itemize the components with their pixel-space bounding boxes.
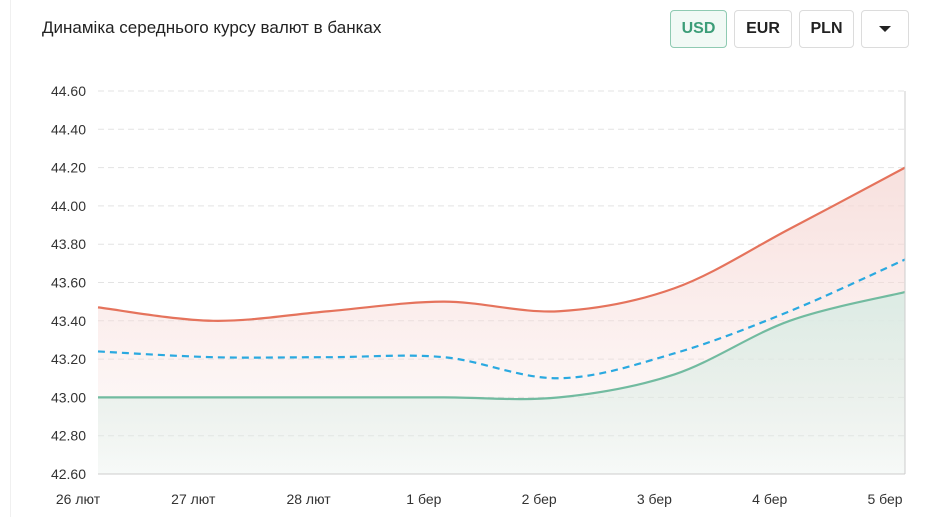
x-tick-label: 2 бер (522, 491, 557, 507)
line (97, 166, 906, 322)
x-tick-label: 3 бер (637, 491, 672, 507)
chart-title: Динаміка середнього курсу валют в банках (42, 18, 382, 37)
y-tick-label: 43.40 (51, 313, 86, 329)
x-tick-label: 4 бер (752, 491, 787, 507)
x-tick-label: 5 бер (867, 491, 902, 507)
x-tick-label: 27 лют (171, 491, 216, 507)
area (98, 292, 905, 474)
y-tick-label: 44.40 (51, 121, 86, 137)
y-tick-label: 44.20 (51, 160, 86, 176)
y-tick-label: 43.60 (51, 275, 86, 291)
currency-button[interactable]: PLN (799, 10, 854, 48)
y-tick-label: 44.00 (51, 198, 86, 214)
x-tick-label: 26 лют (56, 491, 101, 507)
line (97, 258, 906, 380)
y-tick-label: 43.00 (51, 389, 86, 405)
dropdown-arrow (879, 26, 891, 32)
currency-button[interactable]: USD (670, 10, 727, 48)
dropdown-button[interactable] (861, 10, 909, 48)
x-tick-label: 1 бер (406, 491, 441, 507)
y-tick-label: 43.20 (51, 351, 86, 367)
y-tick-label: 42.60 (51, 466, 86, 482)
y-tick-label: 42.80 (51, 428, 86, 444)
currency-button[interactable]: EUR (734, 10, 792, 48)
y-tick-label: 43.80 (51, 236, 86, 252)
edge (10, 0, 11, 517)
y-tick-label: 44.60 (51, 83, 86, 99)
line (97, 291, 906, 401)
x-tick-label: 28 лют (286, 491, 331, 507)
